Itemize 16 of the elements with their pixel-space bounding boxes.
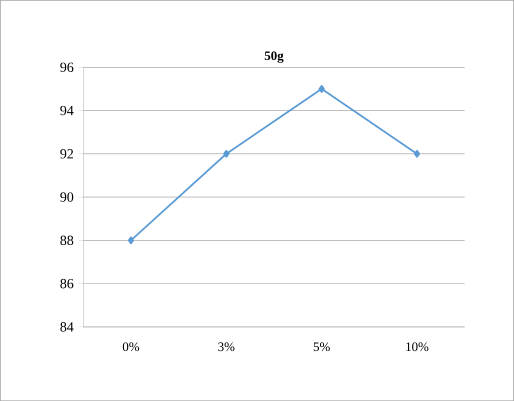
point [128, 236, 134, 244]
y-tick-label: 84 [60, 322, 74, 332]
point [223, 150, 230, 158]
point [318, 84, 325, 93]
y-tick-label: 88 [60, 236, 74, 245]
x-tick-label: 0% [122, 342, 140, 352]
y-tick-label: 90 [60, 192, 74, 202]
y-tick-label: 94 [60, 106, 74, 116]
point [414, 150, 420, 158]
y-tick-label: 92 [60, 149, 73, 158]
x-tick-label: 3% [218, 342, 234, 352]
chart-title: 50g [264, 51, 284, 63]
y-tick-label: 86 [60, 278, 74, 288]
x-tick-label: 10% [406, 342, 428, 352]
y-tick-label: 96 [60, 62, 74, 72]
x-tick-label: 5% [314, 342, 330, 352]
